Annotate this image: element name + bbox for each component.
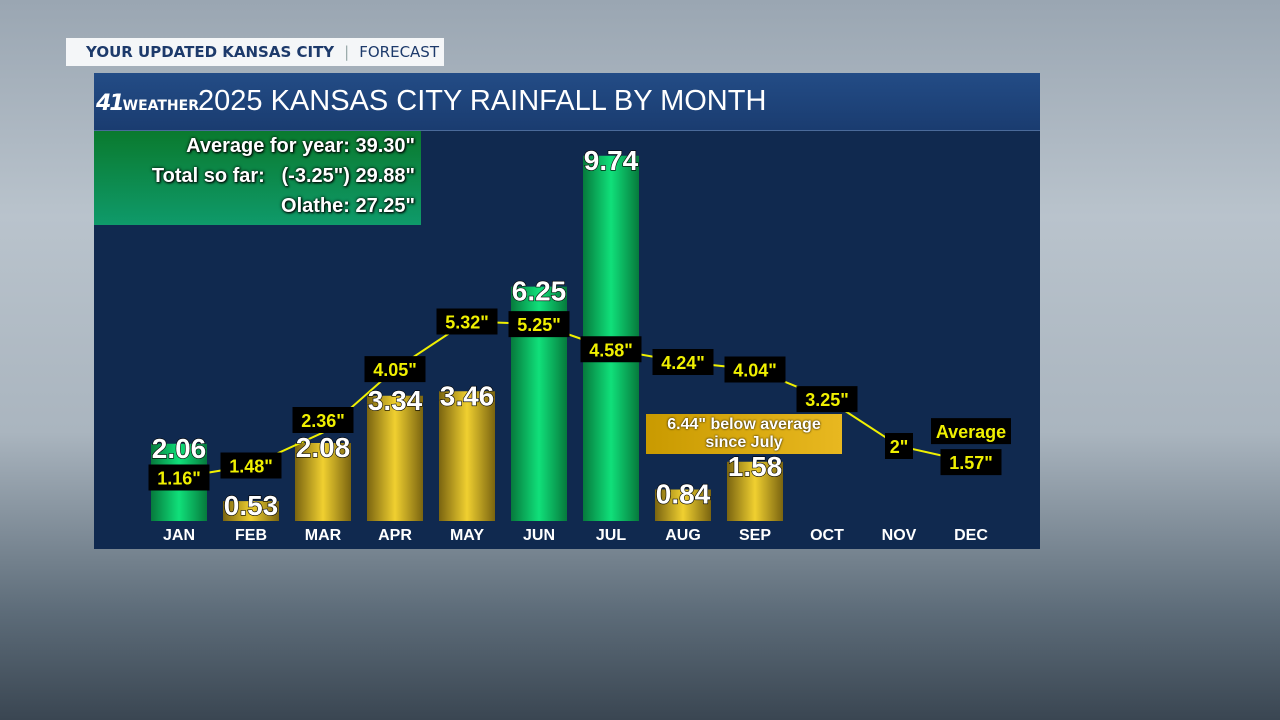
month-label: MAY — [450, 527, 484, 544]
month-label: FEB — [235, 527, 267, 544]
average-label-bg — [580, 336, 642, 363]
below-average-note: 6.44" below average since July — [646, 414, 842, 454]
tag-right: FORECAST — [359, 43, 439, 61]
bar-value-label: 3.46 — [440, 380, 495, 411]
bar-value-label: 2.06 — [152, 433, 207, 464]
average-value-label: 1.57" — [949, 453, 993, 473]
average-value-label: 5.25" — [517, 315, 561, 335]
average-label-bg — [364, 356, 426, 383]
legend-bg — [931, 418, 1011, 445]
total-so-far: Total so far: (-3.25") 29.88" — [151, 165, 415, 187]
bar-value-label: 3.34 — [368, 385, 423, 416]
average-label-bg — [436, 308, 498, 335]
average-label-bg — [508, 311, 570, 338]
average-value-label: 2.36" — [301, 411, 345, 431]
average-label-bg — [292, 407, 354, 433]
chart-header: 41WEATHER 2025 KANSAS CITY RAINFALL BY M… — [94, 73, 1040, 131]
chart-title: 2025 KANSAS CITY RAINFALL BY MONTH — [198, 85, 767, 117]
average-value-label: 4.04" — [733, 361, 777, 381]
bar-feb — [223, 501, 279, 521]
stats-box: Average for year: 39.30" Total so far: (… — [94, 131, 421, 225]
month-label: APR — [378, 527, 412, 544]
month-label: SEP — [739, 527, 771, 544]
note-line-1: 6.44" below average — [667, 416, 821, 433]
bar-value-label: 0.53 — [224, 490, 279, 521]
average-label-bg — [724, 356, 786, 383]
month-label: AUG — [665, 527, 701, 544]
average-label-bg — [220, 452, 282, 479]
average-label-bg — [885, 433, 913, 459]
bar-value-label: 6.25 — [512, 276, 567, 307]
tag-left: YOUR UPDATED KANSAS CITY — [86, 43, 335, 61]
average-value-label: 4.24" — [661, 353, 705, 373]
average-value-label: 2" — [890, 437, 909, 457]
month-label: JUL — [596, 527, 626, 544]
olathe-total: Olathe: 27.25" — [281, 195, 415, 217]
average-value-label: 1.48" — [229, 457, 273, 477]
month-label: MAR — [305, 527, 342, 544]
legend-average: Average — [936, 422, 1006, 442]
bar-value-label: 2.08 — [296, 432, 351, 463]
month-label: JAN — [163, 527, 195, 544]
tag-divider: | — [344, 43, 350, 61]
bar-value-label: 0.84 — [656, 479, 711, 510]
average-value-label: 1.16" — [157, 469, 201, 489]
station-logo: 41WEATHER — [96, 91, 199, 116]
month-label: JUN — [523, 527, 555, 544]
bar-apr — [367, 395, 423, 521]
average-label-bg — [940, 449, 1002, 476]
show-tag: YOUR UPDATED KANSAS CITY | FORECAST — [66, 38, 444, 66]
chart-panel: 41WEATHER 2025 KANSAS CITY RAINFALL BY M… — [94, 73, 1040, 549]
month-label: OCT — [810, 527, 844, 544]
month-label: NOV — [882, 527, 917, 544]
bar-aug — [655, 489, 711, 521]
bar-may — [439, 391, 495, 521]
bar-sep — [727, 461, 783, 521]
average-value-label: 4.05" — [373, 360, 417, 380]
note-line-2: since July — [705, 434, 783, 451]
bar-value-label: 1.58 — [728, 451, 783, 482]
average-label-bg — [652, 349, 714, 375]
rainfall-chart: JAN FEB MAR APR MAY JUN JUL AUG SEP OCT NOV DEC 2.06… — [148, 144, 1011, 544]
average-value-label: 5.32" — [445, 313, 489, 333]
average-label-bg — [796, 386, 858, 413]
bar-value-label: 9.74 — [584, 145, 639, 176]
bar-mar — [295, 443, 351, 521]
average-value-label: 4.58" — [589, 340, 633, 360]
average-for-year: Average for year: 39.30" — [186, 135, 415, 157]
average-label-bg — [148, 464, 210, 491]
average-value-label: 3.25" — [805, 390, 849, 410]
month-label: DEC — [954, 527, 988, 544]
